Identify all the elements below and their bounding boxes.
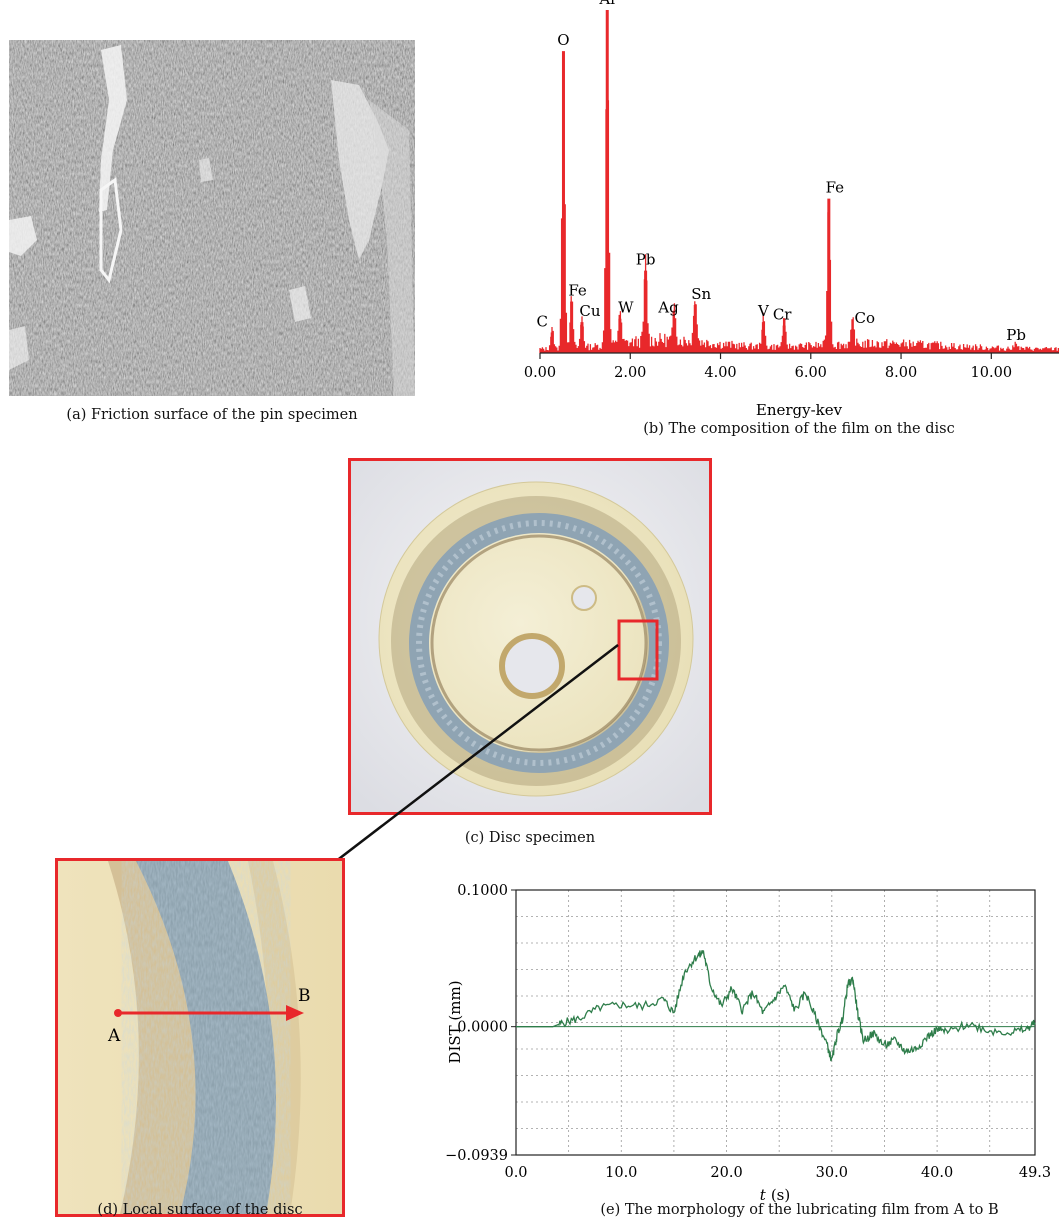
caption-c: (c) Disc specimen: [464, 830, 596, 846]
x-tick-label: 49.3: [1019, 1165, 1051, 1181]
sem-texture: [9, 40, 415, 396]
x-tick-label: 8.00: [885, 365, 917, 381]
peak-labels: C O Fe Cu Al W Pb Ag Sn VCr Fe Co Pb: [536, 0, 1026, 344]
local-surface-photo: A B: [55, 858, 345, 1217]
plot-frame: [515, 889, 1036, 1156]
peak-label-fe: Fe: [568, 282, 587, 300]
x-tick-label: 30.0: [816, 1165, 848, 1181]
y-axis-ticks: 0.1000 0.0000 −0.0939: [445, 883, 516, 1164]
caption-d: (d) Local surface of the disc: [97, 1202, 303, 1218]
peak-label-ag: Ag: [657, 299, 679, 317]
caption-a: (a) Friction surface of the pin specimen: [66, 407, 358, 423]
peak-label-v: V: [757, 302, 770, 320]
point-a-marker: [114, 1009, 122, 1017]
x-tick-label: 6.00: [795, 365, 827, 381]
eds-spectrum-chart: 0.00 2.00 4.00 6.00 8.00 10.00 C O Fe Cu Al W Pb Ag S…: [524, 0, 1059, 419]
x-axis-ticks: 0.0 10.0 20.0 30.0 40.0 49.3: [504, 1165, 1051, 1181]
caption-b: (b) The composition of the film on the d…: [643, 421, 955, 437]
x-axis-label: t (s): [760, 1186, 790, 1204]
x-axis-ticks: 0.00 2.00 4.00 6.00 8.00 10.00: [524, 353, 1012, 381]
y-tick-label: −0.0939: [445, 1148, 508, 1164]
chart-grid: [515, 889, 1036, 1156]
peak-label-co: Co: [854, 309, 875, 327]
peak-label-al: Al: [598, 0, 615, 8]
x-axis-label: Energy-kev: [756, 401, 843, 419]
y-tick-label: 0.1000: [457, 883, 508, 899]
point-a-label: A: [107, 1026, 121, 1046]
point-b-label: B: [298, 986, 311, 1006]
x-tick-label: 0.0: [504, 1165, 527, 1181]
disc-illustration: [351, 461, 709, 812]
y-axis-label: DIST (mm): [446, 980, 464, 1063]
x-tick-label: 4.00: [704, 365, 736, 381]
small-hole: [571, 585, 597, 611]
caption-e: (e) The morphology of the lubricating fi…: [600, 1202, 999, 1218]
x-tick-label: 2.00: [614, 365, 646, 381]
x-tick-label: 0.00: [524, 365, 556, 381]
x-tick-label: 20.0: [710, 1165, 742, 1181]
eds-spectrum-bars: [539, 10, 1059, 353]
x-tick-label: 10.0: [605, 1165, 637, 1181]
peak-label-sn: Sn: [691, 285, 711, 303]
selection-box: [617, 619, 659, 681]
peak-label-pb: Pb: [636, 251, 656, 269]
peak-label-fe: Fe: [826, 179, 845, 197]
x-tick-label: 10.00: [971, 365, 1013, 381]
peak-label-o: O: [557, 31, 569, 49]
center-hole: [499, 633, 565, 699]
arrowhead-b: [286, 1005, 304, 1021]
sem-image-pin-surface: [9, 40, 415, 396]
peak-label-cu: Cu: [579, 302, 600, 320]
local-surface-illustration: A B: [58, 861, 342, 1214]
peak-label-pb: Pb: [1006, 326, 1026, 344]
x-tick-label: 40.0: [921, 1165, 953, 1181]
peak-label-w: W: [618, 299, 634, 317]
y-tick-label: 0.0000: [457, 1020, 508, 1036]
peak-label-cr: Cr: [773, 306, 792, 324]
dist-line-chart: 0.1000 0.0000 −0.0939 0.0 10.0 20.0 30.0 40.0 4…: [445, 883, 1051, 1204]
disc-specimen-photo: [348, 458, 712, 815]
peak-label-c: C: [536, 312, 547, 330]
dist-series-line: [516, 950, 1036, 1062]
